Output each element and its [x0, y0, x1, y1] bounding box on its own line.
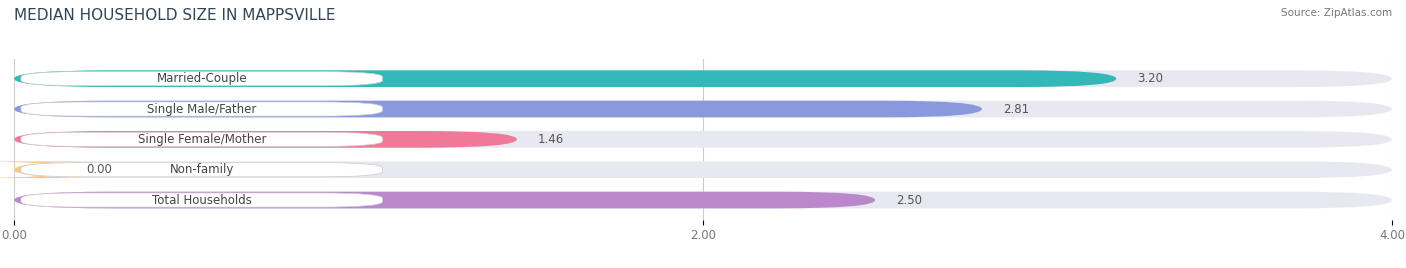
- FancyBboxPatch shape: [14, 192, 875, 209]
- FancyBboxPatch shape: [0, 161, 111, 178]
- Text: 2.81: 2.81: [1002, 103, 1029, 116]
- Text: Total Households: Total Households: [152, 193, 252, 207]
- FancyBboxPatch shape: [14, 131, 517, 148]
- Text: Single Male/Father: Single Male/Father: [148, 103, 256, 116]
- FancyBboxPatch shape: [14, 101, 1392, 117]
- FancyBboxPatch shape: [21, 193, 382, 207]
- FancyBboxPatch shape: [21, 132, 382, 146]
- Text: 2.50: 2.50: [896, 193, 922, 207]
- Text: Non-family: Non-family: [170, 163, 233, 176]
- FancyBboxPatch shape: [21, 163, 382, 177]
- Text: Source: ZipAtlas.com: Source: ZipAtlas.com: [1281, 8, 1392, 18]
- FancyBboxPatch shape: [14, 161, 1392, 178]
- Text: 3.20: 3.20: [1137, 72, 1163, 85]
- Text: MEDIAN HOUSEHOLD SIZE IN MAPPSVILLE: MEDIAN HOUSEHOLD SIZE IN MAPPSVILLE: [14, 8, 336, 23]
- Text: Single Female/Mother: Single Female/Mother: [138, 133, 266, 146]
- FancyBboxPatch shape: [14, 70, 1392, 87]
- FancyBboxPatch shape: [21, 102, 382, 116]
- FancyBboxPatch shape: [21, 72, 382, 86]
- FancyBboxPatch shape: [14, 131, 1392, 148]
- FancyBboxPatch shape: [14, 101, 981, 117]
- Text: 0.00: 0.00: [86, 163, 112, 176]
- FancyBboxPatch shape: [14, 192, 1392, 209]
- Text: Married-Couple: Married-Couple: [156, 72, 247, 85]
- Text: 1.46: 1.46: [537, 133, 564, 146]
- FancyBboxPatch shape: [14, 70, 1116, 87]
